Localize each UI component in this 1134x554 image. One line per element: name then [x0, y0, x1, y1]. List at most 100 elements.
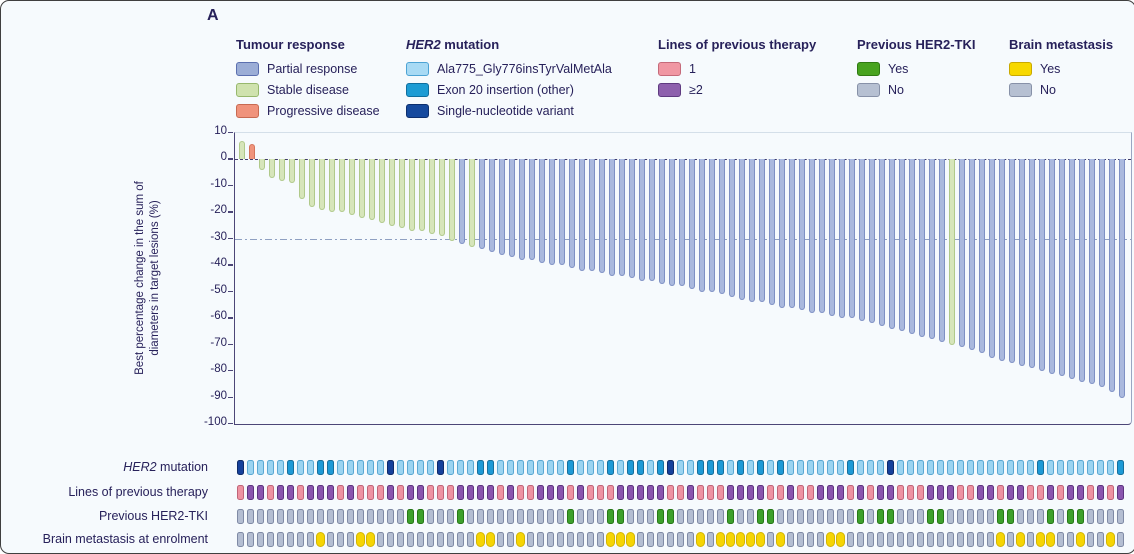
- track-cell: [1077, 509, 1084, 524]
- track-cell: [717, 485, 724, 500]
- waterfall-bar: [1089, 159, 1095, 385]
- track-cell: [817, 460, 824, 475]
- track-cell: [437, 485, 444, 500]
- track-cell: [1017, 485, 1024, 500]
- waterfall-bar: [779, 159, 785, 308]
- track-cell: [1097, 509, 1104, 524]
- waterfall-bar: [739, 159, 745, 300]
- track-cell: [977, 532, 984, 547]
- track-cell: [637, 532, 644, 547]
- track-cell: [927, 460, 934, 475]
- waterfall-bar: [849, 159, 855, 319]
- track-cell: [527, 532, 534, 547]
- track-cell: [277, 460, 284, 475]
- waterfall-bar: [629, 159, 635, 279]
- waterfall-bar: [969, 159, 975, 350]
- track-cell: [637, 485, 644, 500]
- waterfall-bar: [579, 159, 585, 271]
- waterfall-bar: [399, 159, 405, 229]
- track-cell: [607, 509, 614, 524]
- track-cell: [307, 485, 314, 500]
- waterfall-bar: [419, 159, 425, 231]
- track-cell: [917, 509, 924, 524]
- track-cell: [1117, 532, 1124, 547]
- track-cell: [537, 532, 544, 547]
- track-cell: [507, 532, 514, 547]
- track-cell: [366, 532, 375, 547]
- track-cell: [887, 460, 894, 475]
- y-tick-label: -30: [210, 230, 227, 243]
- legend-tumour-response: Tumour response Partial response Stable …: [236, 37, 380, 121]
- track-cell: [1027, 485, 1034, 500]
- legend-item-label: 1: [689, 61, 696, 76]
- track-cell: [1047, 460, 1054, 475]
- waterfall-bar: [989, 159, 995, 358]
- waterfall-bar: [1049, 159, 1055, 374]
- track-label: Previous HER2-TKI: [98, 509, 208, 523]
- waterfall-bar: [1019, 159, 1025, 366]
- track-cell: [847, 460, 854, 475]
- track-cell: [937, 509, 944, 524]
- track-cell: [547, 485, 554, 500]
- track-cell: [457, 532, 464, 547]
- waterfall-bar: [609, 159, 615, 276]
- brain-yes-swatch: [1009, 61, 1032, 76]
- track-cell: [927, 485, 934, 500]
- track-cell: [287, 532, 294, 547]
- waterfall-bar: [749, 159, 755, 303]
- track-cell: [877, 485, 884, 500]
- waterfall-bar: [649, 159, 655, 282]
- waterfall-bar: [919, 159, 925, 337]
- track-cell: [907, 485, 914, 500]
- track-cell: [527, 509, 534, 524]
- track-cell: [877, 460, 884, 475]
- track-cell: [957, 460, 964, 475]
- waterfall-bar: [949, 159, 955, 345]
- waterfall-bar: [539, 159, 545, 263]
- legend-item: ≥2: [658, 79, 816, 100]
- waterfall-bar: [359, 159, 365, 218]
- track-cell: [957, 509, 964, 524]
- track-cell: [897, 532, 904, 547]
- track-cell: [617, 509, 624, 524]
- track-cell: [327, 509, 334, 524]
- legend-item: Yes: [1009, 58, 1113, 79]
- track-cell: [606, 532, 615, 547]
- track-cell: [557, 460, 564, 475]
- legend-item-label: Partial response: [267, 61, 358, 76]
- track-cell: [757, 460, 764, 475]
- y-tick-label: -50: [210, 283, 227, 296]
- track-cell: [1067, 485, 1074, 500]
- track-cell: [1087, 509, 1094, 524]
- track-cell: [877, 532, 884, 547]
- waterfall-bar: [619, 159, 625, 276]
- track-cell: [797, 532, 804, 547]
- track-cell: [407, 509, 414, 524]
- track-cell: [1007, 532, 1014, 547]
- waterfall-bar: [529, 159, 535, 260]
- waterfall-bar: [1119, 159, 1125, 398]
- legend-lines-previous-therapy: Lines of previous therapy 1 ≥2: [658, 37, 816, 100]
- waterfall-bar: [469, 159, 475, 247]
- track-cell: [907, 460, 914, 475]
- track-cell: [1037, 460, 1044, 475]
- track-cell: [367, 460, 374, 475]
- track-cell: [377, 460, 384, 475]
- track-cell: [657, 532, 664, 547]
- brain-no-swatch: [1009, 82, 1032, 97]
- track-cell: [557, 509, 564, 524]
- track-cell: [307, 460, 314, 475]
- track-cell: [947, 460, 954, 475]
- legend-item: Partial response: [236, 58, 380, 79]
- track-cell: [1087, 460, 1094, 475]
- waterfall-bar: [939, 159, 945, 342]
- track-cell: [707, 509, 714, 524]
- track-cell: [567, 509, 574, 524]
- legend-item-label: ≥2: [689, 82, 703, 97]
- track-cell: [897, 509, 904, 524]
- track-cell: [757, 509, 764, 524]
- track-cell: [1097, 460, 1104, 475]
- track-cell: [307, 509, 314, 524]
- track-cell: [677, 509, 684, 524]
- waterfall-bar: [1109, 159, 1115, 393]
